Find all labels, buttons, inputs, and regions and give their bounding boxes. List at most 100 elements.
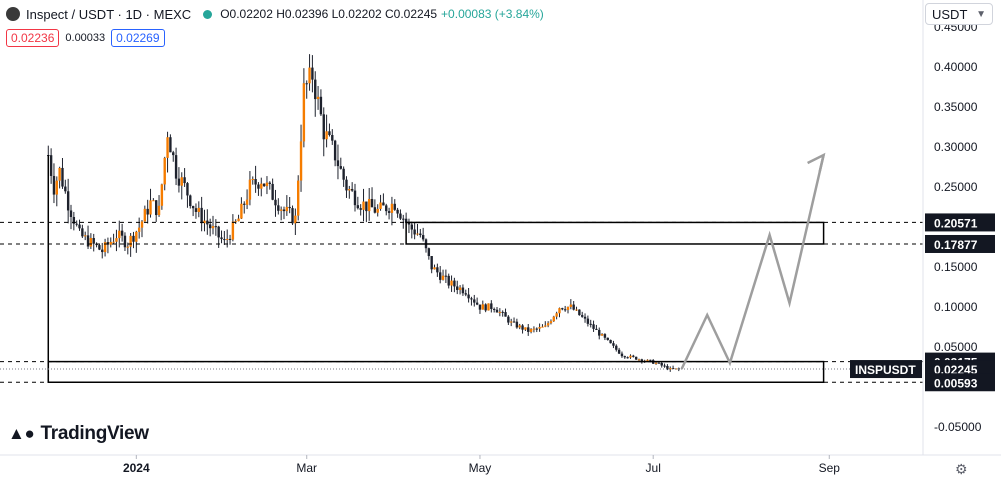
candle-body	[186, 183, 189, 196]
price-label-bg	[925, 213, 995, 232]
candle-body	[336, 160, 340, 167]
candle-body	[521, 325, 524, 330]
candle-body	[490, 303, 493, 309]
candle-body	[390, 203, 394, 213]
zones	[0, 152, 923, 384]
candle-body	[535, 328, 538, 330]
candle-body	[393, 203, 396, 210]
candle-body	[251, 178, 254, 180]
candle-body	[544, 325, 547, 327]
candle-body	[481, 304, 484, 310]
candle-body	[549, 321, 553, 324]
candle-body	[66, 191, 70, 211]
currency-label: USDT	[932, 6, 968, 22]
candle-body	[379, 202, 382, 209]
candle-body	[189, 195, 192, 207]
candle-body	[612, 343, 615, 346]
candle-body	[458, 287, 462, 290]
candle-body	[319, 96, 323, 115]
candle-body	[626, 357, 629, 359]
candle-body	[160, 184, 164, 206]
candle-body	[396, 209, 399, 214]
currency-selector[interactable]: USDT ▼	[925, 3, 993, 25]
symbol-title[interactable]: Inspect / USDT · 1D · MEXC	[26, 6, 192, 22]
candle-body	[311, 67, 314, 80]
candle-body	[399, 213, 402, 219]
candle-body	[387, 211, 391, 213]
x-tick-label: Mar	[296, 461, 317, 475]
candle-body	[581, 315, 584, 317]
x-tick-label: Jul	[646, 461, 661, 475]
candle-body	[92, 238, 95, 244]
candle-body	[322, 114, 325, 140]
candle-body	[342, 168, 345, 180]
candle-body	[78, 224, 81, 229]
candle-body	[240, 203, 243, 219]
y-tick-label: 0.30000	[934, 140, 978, 154]
candle-body	[464, 293, 467, 295]
candle-body	[532, 328, 536, 330]
candle-body	[504, 312, 507, 317]
candle-body	[402, 218, 405, 220]
candle-body	[413, 229, 416, 235]
candle-body	[277, 205, 280, 211]
candle-body	[254, 178, 257, 185]
spread-value: 0.00033	[65, 32, 106, 44]
candle-body	[61, 167, 64, 187]
candle-body	[498, 311, 502, 313]
candle-body	[527, 327, 530, 332]
candle-body	[282, 209, 286, 212]
candle-body	[348, 188, 351, 191]
candle-body	[58, 167, 61, 181]
candle-body	[410, 224, 413, 230]
candle-body	[663, 365, 666, 367]
candle-body	[206, 220, 209, 225]
candle-body	[137, 227, 141, 232]
candle-body	[510, 321, 513, 323]
candle-body	[64, 186, 67, 192]
candle-body	[279, 209, 283, 211]
candle-body	[447, 275, 450, 286]
candle-body	[157, 205, 161, 216]
candle-body	[143, 208, 147, 222]
candles	[47, 54, 680, 372]
price-label: 0.20571	[934, 216, 978, 230]
candle-body	[350, 188, 354, 191]
candle-body	[316, 96, 320, 100]
candle-body	[450, 280, 453, 286]
candle-body	[666, 365, 669, 370]
candle-body	[583, 316, 587, 319]
candle-body	[123, 235, 127, 248]
chevron-down-icon: ▼	[976, 8, 986, 20]
sell-button[interactable]: 0.02236	[6, 29, 60, 47]
candle-body	[620, 353, 624, 357]
gear-icon[interactable]: ⚙	[955, 461, 968, 477]
candle-body	[456, 286, 459, 290]
candle-body	[274, 199, 277, 206]
candle-body	[234, 221, 237, 223]
candle-body	[126, 246, 129, 248]
candle-body	[112, 241, 115, 243]
candle-body	[430, 256, 433, 270]
candle-body	[271, 183, 274, 200]
candle-body	[654, 362, 658, 364]
candle-body	[248, 179, 252, 200]
candle-body	[49, 155, 53, 176]
candle-body	[231, 221, 235, 240]
candle-body	[333, 140, 337, 161]
candle-body	[359, 208, 362, 210]
candle-body	[501, 311, 504, 313]
tradingview-brand[interactable]: ▲● TradingView	[8, 423, 149, 445]
candle-body	[637, 359, 641, 361]
candle-body	[203, 220, 206, 224]
candle-body	[475, 302, 479, 305]
projection-arrow	[680, 154, 825, 370]
candle-body	[299, 141, 303, 181]
y-tick-label: 0.25000	[934, 180, 978, 194]
candle-body	[427, 248, 431, 257]
candle-body	[603, 334, 607, 338]
buy-button[interactable]: 0.02269	[111, 29, 165, 47]
y-tick-label: 0.40000	[934, 60, 978, 74]
candle-body	[211, 226, 215, 229]
